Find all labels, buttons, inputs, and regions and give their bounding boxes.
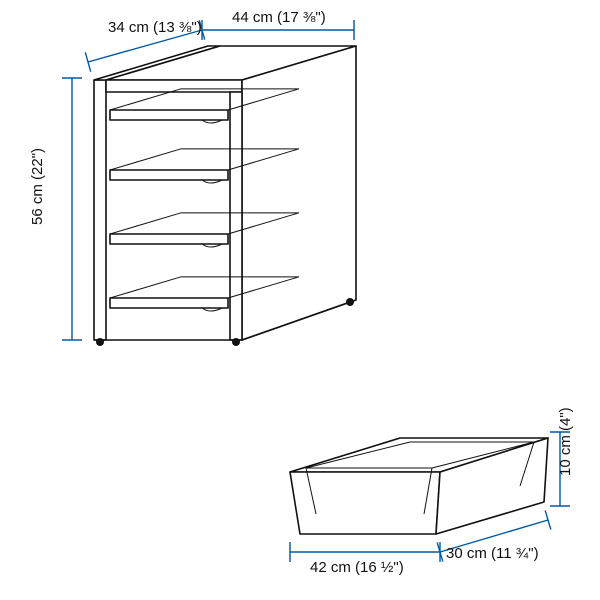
tray-dim-length-label: 42 cm (16 ½"): [310, 559, 404, 576]
tray-dim-length: 42 cm (16 ½"): [290, 542, 440, 576]
cabinet-dim-width-label: 44 cm (17 ⅜"): [232, 9, 326, 26]
cabinet-dim-height-label: 56 cm (22"): [29, 148, 46, 225]
tray-dim-height-label: 10 cm (4"): [557, 407, 574, 476]
tray-body: [290, 438, 548, 534]
cabinet-dim-width: 44 cm (17 ⅜"): [202, 9, 354, 40]
tray-dim-width-label: 30 cm (11 ¾"): [446, 545, 539, 562]
tray-dim-height: 10 cm (4"): [550, 407, 574, 506]
cabinet: 34 cm (13 ⅜") 44 cm (17 ⅜") 56 cm (22"): [29, 9, 356, 346]
tray: 42 cm (16 ½") 30 cm (11 ¾") 10 cm (4"): [290, 407, 574, 576]
cabinet-body: [94, 46, 356, 346]
cabinet-dim-height: 56 cm (22"): [29, 78, 82, 340]
cabinet-dim-depth-label: 34 cm (13 ⅜"): [108, 19, 202, 36]
